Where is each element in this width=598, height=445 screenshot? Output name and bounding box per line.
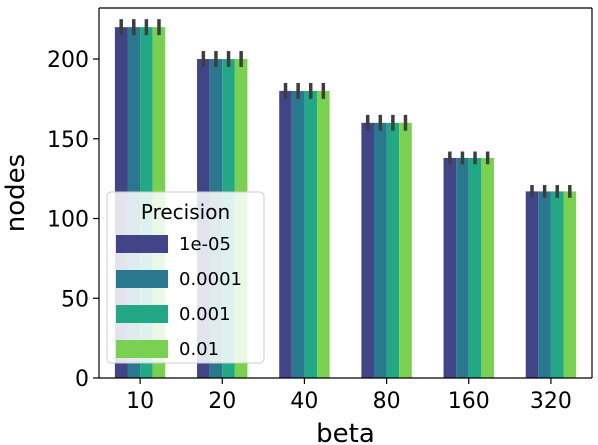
y-axis-label: nodes xyxy=(1,154,31,232)
bar-80-1e-05 xyxy=(361,122,374,379)
bar-160-1e-05 xyxy=(443,157,457,378)
y-tick-label: 0 xyxy=(75,367,89,392)
y-ticks-group: 0 50 100 150 200 xyxy=(47,48,99,392)
y-tick-label: 200 xyxy=(47,48,89,73)
legend-swatch xyxy=(116,235,168,253)
bar-40-0.001 xyxy=(304,90,318,379)
bar-160-0.001 xyxy=(468,157,482,378)
x-tick-label: 160 xyxy=(448,389,490,414)
y-tick-label: 50 xyxy=(61,287,89,312)
bar-320-1e-05 xyxy=(525,191,539,378)
x-tick-label: 20 xyxy=(208,389,236,414)
bar-80-0.01 xyxy=(399,122,412,379)
bar-40-0.01 xyxy=(317,90,330,379)
legend-swatch xyxy=(116,270,168,288)
y-tick-label: 150 xyxy=(47,128,89,153)
bar-80-0.001 xyxy=(386,122,400,379)
bar-160-0.01 xyxy=(481,157,494,378)
legend-label: 0.01 xyxy=(179,339,219,360)
legend-title: Precision xyxy=(141,200,230,224)
bar-320-0.001 xyxy=(550,191,564,378)
bar-80-0.0001 xyxy=(373,122,387,379)
legend: Precision 1e-05 0.0001 0.001 0.01 xyxy=(106,191,265,364)
x-axis-label: beta xyxy=(316,419,375,445)
legend-label: 1e-05 xyxy=(179,234,231,255)
x-tick-label: 40 xyxy=(290,389,318,414)
x-tick-label: 320 xyxy=(530,389,572,414)
legend-swatch xyxy=(116,305,168,323)
legend-label: 0.0001 xyxy=(179,269,242,290)
bar-320-0.0001 xyxy=(538,191,551,378)
y-tick-label: 100 xyxy=(47,208,89,233)
bar-320-0.01 xyxy=(563,191,577,378)
legend-items: 1e-05 0.0001 0.001 0.01 xyxy=(116,234,242,360)
bar-40-1e-05 xyxy=(279,90,292,379)
x-ticks-group: 10 20 40 80 160 320 xyxy=(126,378,572,414)
x-tick-label: 80 xyxy=(373,389,401,414)
legend-swatch xyxy=(116,340,168,358)
legend-label: 0.001 xyxy=(179,304,231,325)
bar-160-0.0001 xyxy=(456,157,469,378)
bar-40-0.0001 xyxy=(291,90,305,379)
error-bars-group xyxy=(119,19,572,198)
x-tick-label: 10 xyxy=(126,389,154,414)
axes-group xyxy=(98,7,593,379)
